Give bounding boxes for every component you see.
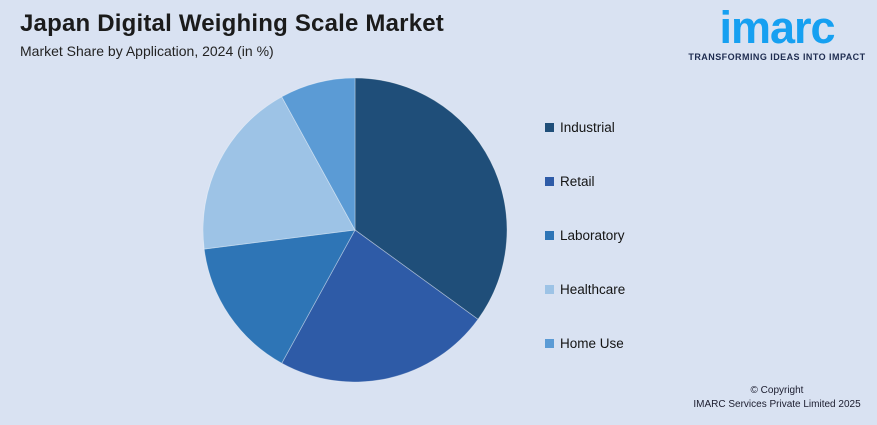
legend-item-industrial: Industrial <box>545 119 625 135</box>
pie-slice-healthcare <box>202 96 356 250</box>
pie-chart-svg <box>202 77 508 383</box>
imarc-logo-tagline: TRANSFORMING IDEAS INTO IMPACT <box>688 52 866 63</box>
legend-label-industrial: Industrial <box>560 119 615 135</box>
imarc-logo-wordmark: imarc <box>719 2 835 53</box>
copyright-line-2: IMARC Services Private Limited 2025 <box>693 399 861 410</box>
legend-swatch-laboratory <box>545 230 554 240</box>
legend-item-healthcare: Healthcare <box>545 281 626 297</box>
page-title: Japan Digital Weighing Scale Market <box>20 10 444 37</box>
copyright-line-1: © Copyright <box>750 385 804 396</box>
legend-label-laboratory: Laboratory <box>560 227 625 243</box>
page-subtitle: Market Share by Application, 2024 (in %) <box>20 43 274 59</box>
pie-chart <box>202 77 508 383</box>
pie-slice-retail <box>281 229 479 383</box>
legend-item-retail: Retail <box>545 173 625 189</box>
copyright: © Copyright IMARC Services Private Limit… <box>687 384 867 412</box>
legend-swatch-home-use <box>545 338 554 348</box>
pie-slice-industrial <box>354 77 508 320</box>
legend-label-retail: Retail <box>560 173 595 189</box>
pie-slice-laboratory <box>203 229 356 364</box>
legend-swatch-healthcare <box>545 284 554 294</box>
legend-swatch-industrial <box>545 122 554 132</box>
imarc-logo: imarc TRANSFORMING IDEAS INTO IMPACT <box>685 2 869 63</box>
chart-header: Japan Digital Weighing Scale Market Mark… <box>20 10 444 59</box>
legend-swatch-retail <box>545 176 554 186</box>
legend-label-healthcare: Healthcare <box>560 281 626 297</box>
legend-item-home-use: Home Use <box>545 335 625 351</box>
pie-slice-home-use <box>281 77 356 231</box>
legend: Industrial Retail Laboratory Healthcare Home… <box>545 120 625 390</box>
legend-item-laboratory: Laboratory <box>545 227 625 243</box>
legend-label-home-use: Home Use <box>560 335 624 351</box>
